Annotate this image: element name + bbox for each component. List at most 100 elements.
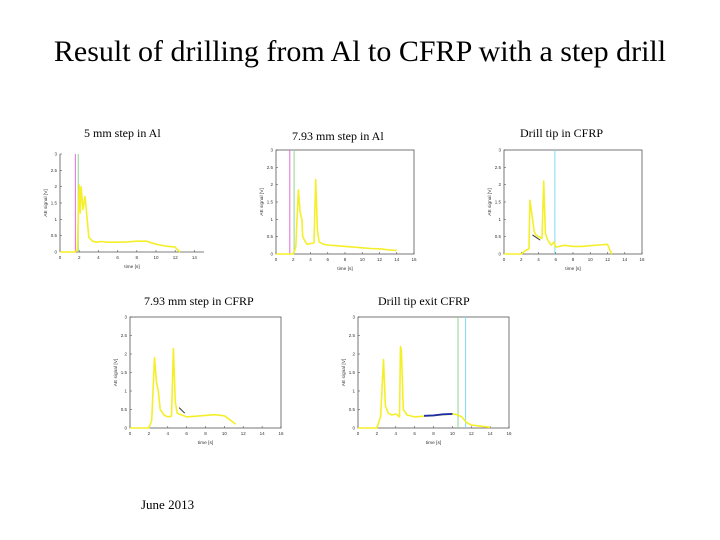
x-axis-label: time [s] <box>124 264 139 270</box>
x-tick-label: 14 <box>260 431 266 436</box>
x-axis-label: time [s] <box>337 266 352 272</box>
y-tick-label: 2 <box>54 184 57 189</box>
y-tick-label: 3 <box>352 315 355 320</box>
x-tick-label: 2 <box>292 257 295 262</box>
y-axis-label: AE signal [V] <box>259 188 265 215</box>
x-tick-label: 2 <box>520 257 523 262</box>
x-tick-label: 4 <box>166 431 169 436</box>
y-tick-label: 0 <box>54 250 57 255</box>
chart-drill-tip-cfrp: 0 2 4 6 8 10 12 14 16 0 0.5 1 1.5 2 2.5 3 time [s] AE sig… <box>487 148 645 273</box>
signal-line <box>276 178 397 255</box>
signal-line <box>130 347 237 429</box>
chart-793mm-step-cfrp: 0 2 4 6 8 10 12 14 16 0 0.5 1 1.5 2 2.5 3 time [s] AE sig… <box>113 315 284 447</box>
x-tick-label: 16 <box>278 431 284 436</box>
y-tick-label: 2 <box>498 182 501 187</box>
y-tick-label: 2.5 <box>121 333 128 338</box>
x-tick-label: 8 <box>204 431 207 436</box>
y-tick-label: 3 <box>498 148 501 153</box>
y-tick-label: 0 <box>352 426 355 431</box>
y-axis-label: AE signal [V] <box>487 188 493 215</box>
x-tick-label: 12 <box>241 431 247 436</box>
x-axis-label: time [s] <box>198 440 213 446</box>
slide-title: Result of drilling from Al to CFRP with … <box>53 35 667 68</box>
signal-line <box>504 180 613 255</box>
chart-drill-tip-exit-cfrp: 0 2 4 6 8 10 12 14 16 0 0.5 1 1.5 2 2.5 3 time [s] AE sig… <box>341 315 512 447</box>
x-tick-label: 0 <box>357 431 360 436</box>
x-tick-label: 16 <box>411 257 417 262</box>
y-tick-label: 1 <box>352 389 355 394</box>
x-tick-label: 2 <box>78 255 81 260</box>
x-tick-label: 12 <box>377 257 383 262</box>
caption-drill-tip-exit-cfrp: Drill tip exit CFRP <box>378 294 470 308</box>
x-tick-label: 10 <box>153 255 159 260</box>
x-tick-label: 16 <box>506 431 512 436</box>
y-tick-label: 3 <box>54 152 57 157</box>
x-tick-label: 6 <box>413 431 416 436</box>
caption-drill-tip-cfrp: Drill tip in CFRP <box>520 126 604 140</box>
x-tick-label: 0 <box>129 431 132 436</box>
x-tick-label: 12 <box>173 255 179 260</box>
y-tick-label: 2.5 <box>495 165 502 170</box>
x-axis-label: time [s] <box>426 440 441 446</box>
x-tick-label: 2 <box>376 431 379 436</box>
y-tick-label: 2.5 <box>51 168 58 173</box>
signal-line <box>358 345 491 429</box>
x-tick-label: 4 <box>97 255 100 260</box>
y-tick-label: 1 <box>270 217 273 222</box>
y-tick-label: 1.5 <box>349 370 356 375</box>
x-axis-label: time [s] <box>565 266 580 272</box>
y-tick-label: 1.5 <box>495 200 502 205</box>
y-axis-label: AE signal [V] <box>43 189 49 216</box>
y-tick-label: 1 <box>54 217 57 222</box>
y-tick-label: 0.5 <box>51 233 58 238</box>
x-tick-label: 4 <box>309 257 312 262</box>
y-axis-label: AE signal [V] <box>341 359 347 386</box>
signal-line <box>60 184 181 253</box>
x-tick-label: 8 <box>572 257 575 262</box>
y-tick-label: 0.5 <box>121 407 128 412</box>
y-tick-label: 0.5 <box>349 407 356 412</box>
x-tick-label: 8 <box>344 257 347 262</box>
y-tick-label: 3 <box>270 148 273 153</box>
plot-frame <box>503 149 643 255</box>
x-tick-label: 12 <box>469 431 475 436</box>
y-tick-label: 2.5 <box>267 165 274 170</box>
x-tick-label: 6 <box>185 431 188 436</box>
x-tick-label: 6 <box>326 257 329 262</box>
y-tick-label: 0.5 <box>267 234 274 239</box>
y-tick-label: 1 <box>124 389 127 394</box>
x-tick-label: 0 <box>275 257 278 262</box>
x-tick-label: 12 <box>605 257 611 262</box>
x-tick-label: 6 <box>554 257 557 262</box>
x-tick-label: 8 <box>432 431 435 436</box>
x-tick-label: 10 <box>360 257 366 262</box>
signal-segment-blue <box>424 413 453 417</box>
x-tick-label: 10 <box>588 257 594 262</box>
x-tick-label: 4 <box>394 431 397 436</box>
y-tick-label: 0 <box>498 252 501 257</box>
x-tick-label: 14 <box>394 257 400 262</box>
x-tick-label: 14 <box>488 431 494 436</box>
caption-793mm-step-cfrp: 7.93 mm step in CFRP <box>144 294 254 308</box>
x-tick-label: 8 <box>136 255 139 260</box>
y-tick-label: 3 <box>124 315 127 320</box>
signal-segment-dark <box>532 234 541 241</box>
chart-793mm-step-al: 0 2 4 6 8 10 12 14 16 0 0.5 1 1.5 2 2.5 3 time [s] AE sig… <box>259 148 417 273</box>
x-tick-label: 14 <box>622 257 628 262</box>
x-tick-label: 10 <box>222 431 228 436</box>
chart-5mm-step-al: 0 2 4 6 8 10 12 14 0 0.5 1 1.5 2 2.5 3 time [s] AE signa… <box>43 152 204 270</box>
y-tick-label: 0.5 <box>495 234 502 239</box>
y-tick-label: 2 <box>124 352 127 357</box>
caption-793mm-step-al: 7.93 mm step in Al <box>292 129 384 143</box>
x-tick-label: 16 <box>639 257 645 262</box>
caption-5mm-step-al: 5 mm step in Al <box>84 126 161 140</box>
x-tick-label: 4 <box>537 257 540 262</box>
x-tick-label: 0 <box>59 255 62 260</box>
y-tick-label: 1 <box>498 217 501 222</box>
footer-date: June 2013 <box>141 497 195 512</box>
x-tick-label: 14 <box>192 255 198 260</box>
x-tick-label: 10 <box>450 431 456 436</box>
signal-segment-dark <box>178 407 186 414</box>
x-tick-label: 2 <box>148 431 151 436</box>
y-tick-label: 1.5 <box>267 200 274 205</box>
